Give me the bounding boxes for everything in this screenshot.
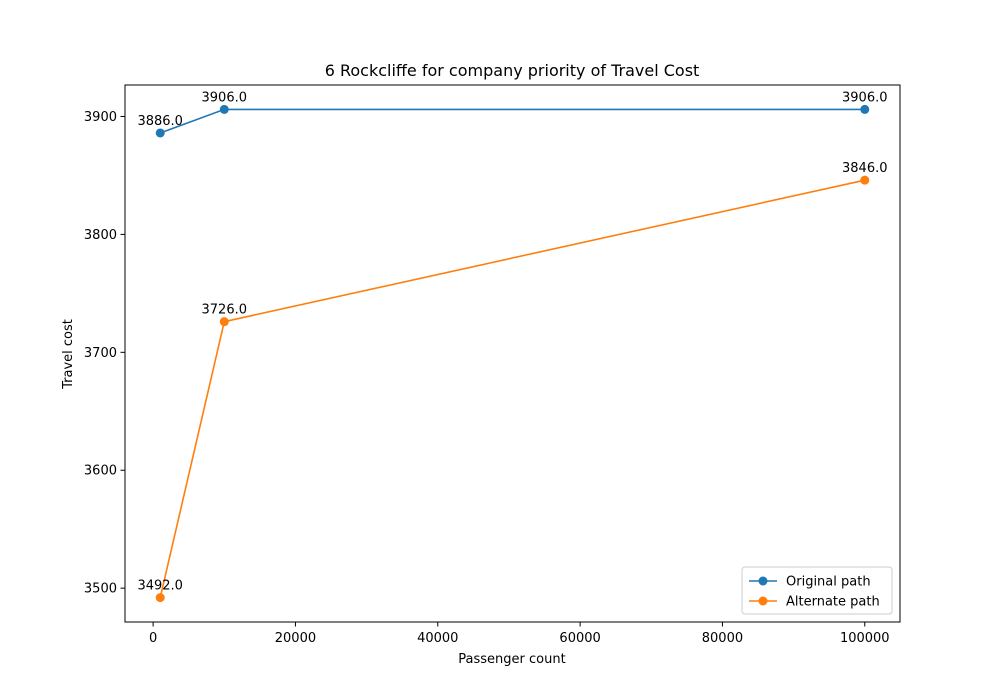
x-tick-label: 60000 <box>559 631 600 646</box>
plot-frame <box>124 84 901 623</box>
chart-title: 6 Rockcliffe for company priority of Tra… <box>325 61 700 80</box>
x-tick-label: 80000 <box>702 631 743 646</box>
x-axis-label: Passenger count <box>458 652 565 667</box>
x-tick-label: 40000 <box>417 631 458 646</box>
data-point-2 <box>155 593 165 603</box>
data-label-1: 3906.0 <box>202 90 248 105</box>
legend-label: Original path <box>786 575 871 590</box>
legend-box <box>741 566 893 615</box>
data-label-1: 3906.0 <box>842 90 888 105</box>
y-tick-label: 3700 <box>84 346 117 361</box>
data-label-2: 3492.0 <box>137 579 183 594</box>
data-point-1 <box>860 104 870 114</box>
data-point-1 <box>219 104 229 114</box>
data-label-1: 3886.0 <box>137 114 183 129</box>
data-label-2: 3846.0 <box>842 161 888 176</box>
x-tick-label: 0 <box>149 631 157 646</box>
x-tick-label: 100000 <box>840 631 890 646</box>
legend-marker <box>758 576 768 586</box>
plot-area: 0 20000 40000 60000 80000 100000 3500 3600 3700 3… <box>84 84 901 646</box>
data-point-2 <box>219 317 229 327</box>
series-line-2 <box>159 179 865 598</box>
y-axis-label: Travel cost <box>61 319 76 390</box>
y-tick-label: 3800 <box>84 228 117 243</box>
data-point-1 <box>155 128 165 138</box>
legend-label: Alternate path <box>786 595 880 610</box>
y-tick-label: 3600 <box>84 464 117 479</box>
y-tick-label: 3500 <box>84 582 117 597</box>
data-point-2 <box>860 175 870 185</box>
series-line-1 <box>159 108 865 134</box>
data-label-2: 3726.0 <box>202 303 248 318</box>
y-tick-label: 3900 <box>84 110 117 125</box>
legend-marker <box>758 596 768 606</box>
x-tick-label: 20000 <box>275 631 316 646</box>
